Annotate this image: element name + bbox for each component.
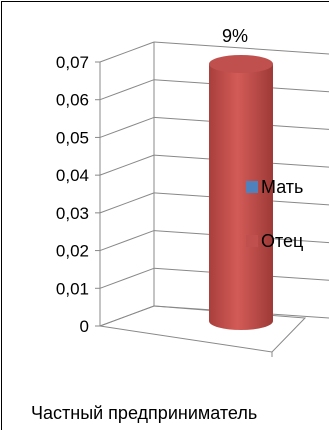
gridline-side (99, 230, 155, 252)
gridline-side (99, 154, 155, 176)
y-tick-label: 0 (80, 317, 89, 336)
y-tick-label: 0,02 (56, 242, 89, 261)
chart-walls (99, 42, 307, 357)
y-tick-label: 0,06 (56, 91, 89, 110)
gridline-side (99, 116, 155, 138)
legend-swatch-Мать (246, 181, 258, 193)
x-axis-category-label: Частный предприниматель (31, 403, 257, 423)
data-label: 9% (222, 26, 248, 46)
data-labels: 9% (222, 26, 248, 46)
gridline-back (153, 41, 329, 55)
y-tick-label: 0,03 (56, 204, 89, 223)
gridline-side (99, 267, 155, 289)
gridline-side (99, 192, 155, 214)
legend-label-Отец: Отец (261, 231, 303, 251)
bar-body (209, 64, 273, 330)
legend-swatch-Отец (246, 235, 258, 247)
gridline-side (99, 79, 155, 101)
y-axis-tick-labels: 0 0,01 0,02 0,03 0,04 0,05 0,06 0,07 (56, 53, 89, 336)
y-tick-label: 0,04 (56, 166, 89, 185)
legend-label-Мать: Мать (261, 177, 303, 197)
bar-cylinder-Отец (209, 55, 273, 330)
bars (209, 55, 273, 330)
bar-top (209, 55, 273, 73)
gridline-side (99, 41, 155, 63)
floor (99, 305, 307, 353)
y-tick-label: 0,07 (56, 53, 89, 72)
y-tick-label: 0,05 (56, 128, 89, 147)
legend: Мать Отец (246, 177, 303, 251)
y-tick-label: 0,01 (56, 279, 89, 298)
